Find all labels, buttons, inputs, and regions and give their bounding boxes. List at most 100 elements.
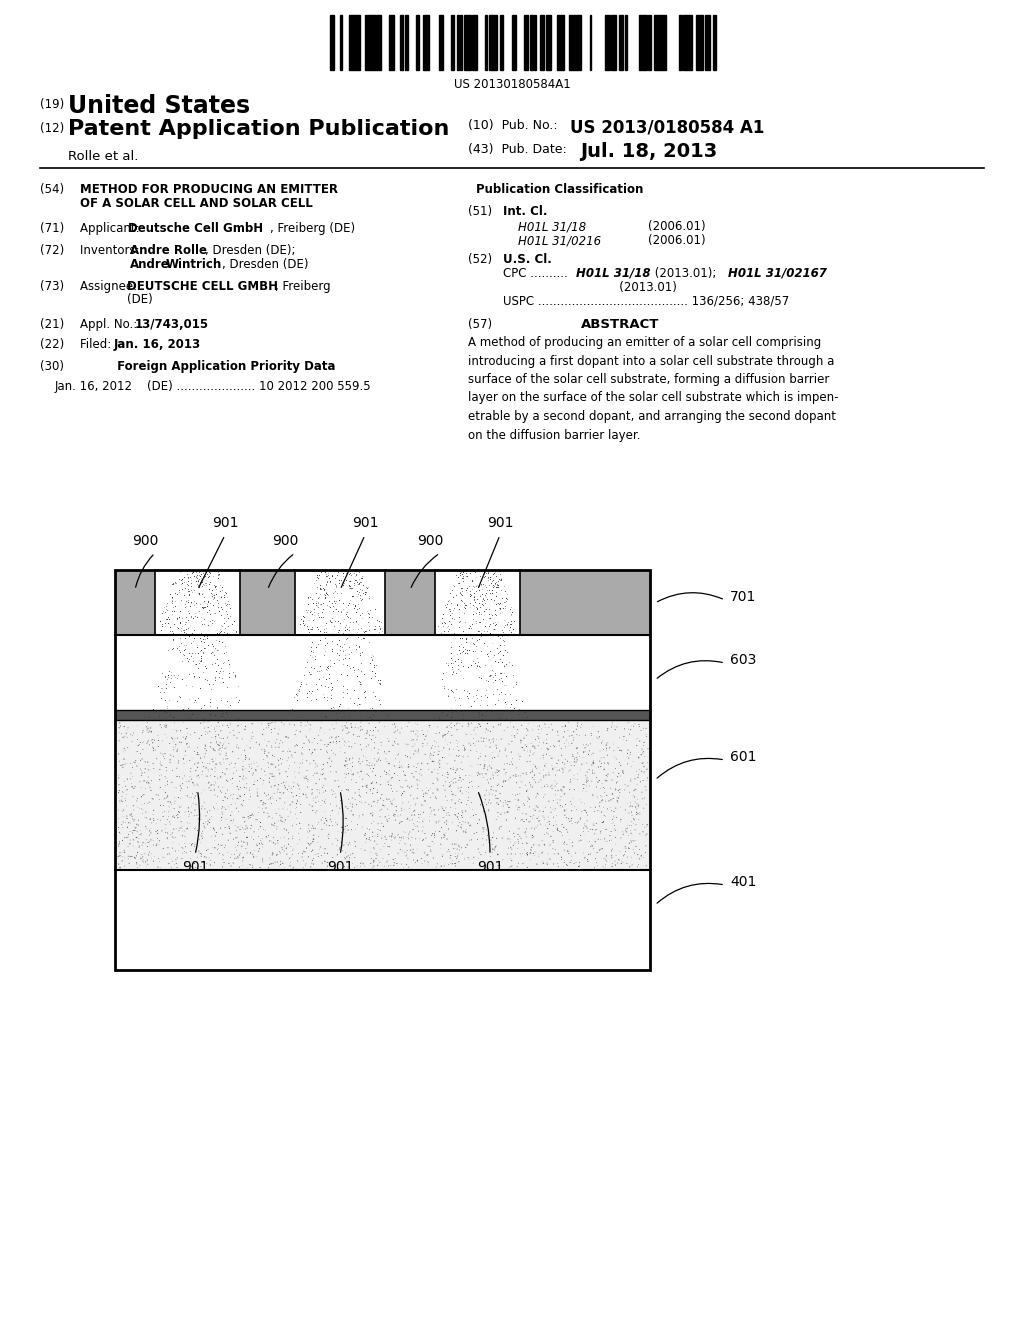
- Point: [175, 639, 191, 660]
- Point: [243, 783, 259, 804]
- Point: [116, 840, 132, 861]
- Point: [213, 709, 229, 730]
- Point: [348, 564, 365, 585]
- Point: [393, 797, 410, 818]
- Point: [408, 709, 424, 730]
- Point: [189, 846, 206, 867]
- Point: [347, 595, 364, 616]
- Point: [539, 733, 555, 754]
- Point: [367, 709, 383, 730]
- Point: [199, 840, 215, 861]
- Point: [594, 772, 610, 793]
- Point: [574, 774, 591, 795]
- Point: [555, 762, 571, 783]
- Point: [236, 818, 252, 840]
- Point: [250, 801, 266, 822]
- Point: [186, 590, 203, 611]
- Point: [298, 837, 314, 858]
- Point: [378, 851, 394, 873]
- Point: [153, 751, 169, 772]
- Point: [181, 771, 198, 792]
- Point: [226, 664, 243, 685]
- Point: [244, 727, 260, 748]
- Point: [515, 763, 531, 784]
- Point: [210, 593, 226, 614]
- Point: [376, 855, 392, 876]
- Point: [431, 821, 447, 842]
- Bar: [365, 15, 368, 70]
- Point: [279, 820, 295, 841]
- Point: [201, 709, 217, 730]
- Point: [182, 708, 199, 729]
- Point: [605, 812, 622, 833]
- Point: [318, 572, 335, 593]
- Point: [457, 598, 473, 619]
- Point: [368, 709, 384, 730]
- Point: [117, 855, 133, 876]
- Point: [428, 709, 444, 730]
- Point: [609, 789, 626, 810]
- Point: [482, 733, 499, 754]
- Point: [580, 735, 596, 756]
- Point: [634, 781, 650, 803]
- Point: [481, 783, 498, 804]
- Point: [366, 655, 382, 676]
- Point: [229, 846, 246, 867]
- Point: [387, 828, 403, 849]
- Point: [459, 566, 475, 587]
- Point: [194, 725, 210, 746]
- Point: [513, 828, 529, 849]
- Point: [503, 614, 519, 635]
- Point: [481, 599, 498, 620]
- Point: [598, 771, 614, 792]
- Point: [140, 730, 157, 751]
- Point: [166, 713, 182, 734]
- Point: [623, 830, 639, 851]
- Point: [132, 733, 148, 754]
- Point: [569, 737, 586, 758]
- Point: [275, 714, 292, 735]
- Point: [569, 713, 586, 734]
- Point: [299, 821, 315, 842]
- Point: [258, 785, 274, 807]
- Point: [324, 741, 340, 762]
- Point: [442, 636, 459, 657]
- Point: [382, 837, 398, 858]
- Text: Andre: Andre: [130, 257, 170, 271]
- Point: [217, 636, 233, 657]
- Point: [342, 833, 358, 854]
- Point: [201, 774, 217, 795]
- Point: [168, 734, 184, 755]
- Point: [465, 603, 481, 624]
- Point: [592, 779, 608, 800]
- Point: [610, 849, 627, 870]
- Point: [140, 718, 157, 739]
- Point: [362, 803, 379, 824]
- Point: [330, 601, 346, 622]
- Point: [602, 821, 618, 842]
- Point: [340, 820, 356, 841]
- Point: [571, 855, 588, 876]
- Bar: [475, 15, 477, 70]
- Point: [291, 783, 307, 804]
- Point: [322, 709, 338, 730]
- Point: [526, 770, 543, 791]
- Point: [541, 762, 557, 783]
- Point: [379, 751, 395, 772]
- Point: [345, 560, 361, 581]
- Point: [150, 784, 166, 805]
- Point: [409, 729, 425, 750]
- Point: [338, 796, 354, 817]
- Point: [234, 807, 251, 828]
- Point: [116, 842, 132, 863]
- Point: [361, 752, 378, 774]
- Point: [452, 639, 468, 660]
- Point: [191, 667, 208, 688]
- Point: [594, 838, 610, 859]
- Point: [187, 793, 204, 814]
- Point: [457, 821, 473, 842]
- Point: [152, 770, 168, 791]
- Point: [514, 803, 530, 824]
- Point: [426, 709, 442, 730]
- Point: [345, 763, 361, 784]
